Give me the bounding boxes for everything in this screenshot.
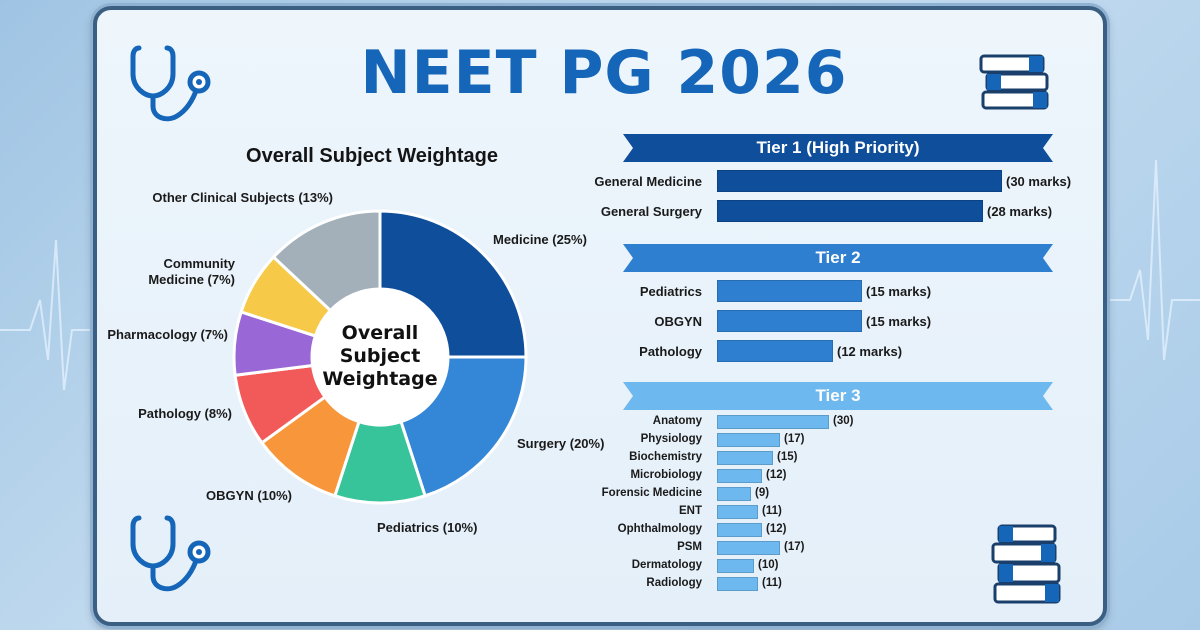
bar-label: Biochemistry xyxy=(629,451,702,463)
bar-value-label: (15 marks) xyxy=(866,284,932,299)
bar-label: Forensic Medicine xyxy=(601,487,702,499)
pie-label-1: Surgery (20%) xyxy=(517,436,604,451)
bar-value-label: (9) xyxy=(755,487,770,499)
pie-center-label: Overall Subject Weightage xyxy=(322,322,437,390)
pie-label-5: Pharmacology (7%) xyxy=(107,327,228,342)
bar xyxy=(717,200,983,222)
bar-label: Pediatrics xyxy=(639,284,702,299)
bar-label: Radiology xyxy=(646,577,702,589)
bar xyxy=(717,541,780,555)
bar-value-label: (30) xyxy=(833,415,854,427)
bar-label: General Surgery xyxy=(600,204,702,219)
bar-value-label: (12 marks) xyxy=(837,344,903,359)
bar xyxy=(717,433,780,447)
tier-banner-1: Tier 1 (High Priority) xyxy=(623,134,1053,162)
bar-label: Microbiology xyxy=(630,469,702,481)
bar xyxy=(717,559,754,573)
books-icon xyxy=(979,54,1049,110)
bar-value-label: (11) xyxy=(762,577,782,589)
pie-label-3: OBGYN (10%) xyxy=(206,488,292,503)
bar xyxy=(717,415,829,429)
bar-value-label: (11) xyxy=(762,505,782,517)
bar xyxy=(717,469,762,483)
pie-chart-title: Overall Subject Weightage xyxy=(246,145,498,167)
bar-label: General Medicine xyxy=(594,174,702,189)
donut-chart: Medicine (25%) Surgery (20%) Pediatrics (1… xyxy=(107,190,604,535)
bar-label: Pathology xyxy=(639,344,702,359)
tier-title: Tier 2 xyxy=(815,248,861,267)
tier-banner-2: Tier 2 xyxy=(623,244,1053,272)
bar xyxy=(717,310,862,332)
pie-label-2: Pediatrics (10%) xyxy=(377,520,477,535)
bar xyxy=(717,451,773,465)
stethoscope-icon xyxy=(130,515,211,592)
bar-value-label: (12) xyxy=(766,523,787,535)
bar-value-label: (10) xyxy=(758,559,779,571)
bar xyxy=(717,170,1002,192)
stethoscope-icon xyxy=(130,45,211,122)
bar-label: Ophthalmology xyxy=(617,523,702,535)
main-panel: NEET PG 2026 xyxy=(93,6,1107,626)
tier-title: Tier 3 xyxy=(815,386,861,405)
bar-value-label: (12) xyxy=(766,469,787,481)
bar xyxy=(717,340,833,362)
tier-title: Tier 1 (High Priority) xyxy=(756,138,920,157)
bar xyxy=(717,523,762,537)
donut-hole xyxy=(312,289,448,425)
bar xyxy=(717,280,862,302)
bar-value-label: (15 marks) xyxy=(866,314,932,329)
pie-label-4: Pathology (8%) xyxy=(138,406,232,421)
bar-label: Physiology xyxy=(640,433,702,445)
bar-label: ENT xyxy=(679,505,702,517)
bar-label: Dermatology xyxy=(631,559,702,571)
pie-label-7: Other Clinical Subjects (13%) xyxy=(152,190,333,205)
page-title: NEET PG 2026 xyxy=(360,38,848,108)
bar xyxy=(717,505,758,519)
bar-value-label: (17) xyxy=(784,541,805,553)
bar-label: OBGYN xyxy=(654,314,702,329)
pie-label-0: Medicine (25%) xyxy=(493,232,587,247)
books-icon xyxy=(991,524,1061,604)
bar-value-label: (17) xyxy=(784,433,805,445)
bar-label: PSM xyxy=(677,541,702,553)
bar-value-label: (30 marks) xyxy=(1006,174,1072,189)
bar-value-label: (28 marks) xyxy=(987,204,1053,219)
bar xyxy=(717,577,758,591)
bar-label: Anatomy xyxy=(652,415,702,427)
bar-value-label: (15) xyxy=(777,451,798,463)
bar xyxy=(717,487,751,501)
tier-banner-3: Tier 3 xyxy=(623,382,1053,410)
pie-label-6: Community Medicine (7%) xyxy=(148,256,235,287)
